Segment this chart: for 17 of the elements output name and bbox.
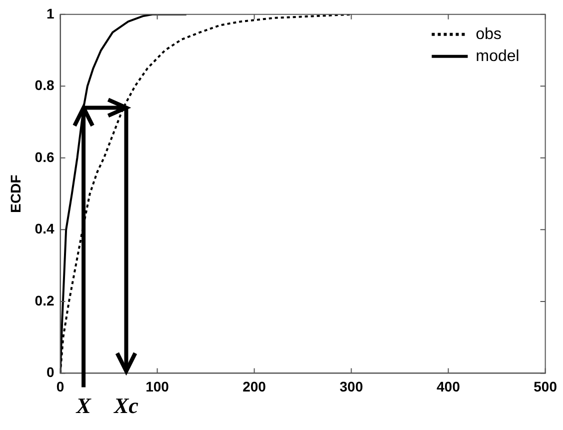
x-tick-label: 300 <box>340 378 364 394</box>
ref-line-label: Xc <box>113 393 139 418</box>
y-tick-label: 1 <box>46 5 54 22</box>
ref-line-label: X <box>75 393 92 418</box>
x-tick-label: 200 <box>242 378 266 394</box>
y-tick-label: 0.2 <box>34 292 54 308</box>
y-tick-label: 0 <box>46 364 54 380</box>
x-tick-label: 100 <box>146 378 170 394</box>
legend-label: model <box>476 48 520 65</box>
y-tick-label: 0.4 <box>34 220 54 237</box>
x-tick-label: 500 <box>534 378 558 394</box>
x-tick-label: 0 <box>56 378 64 394</box>
x-tick-label: 400 <box>436 378 460 394</box>
y-tick-label: 0.6 <box>34 148 54 165</box>
y-axis-title: ECDF <box>7 174 24 213</box>
y-tick-label: 0.8 <box>34 77 54 94</box>
legend-label: obs <box>476 26 502 43</box>
